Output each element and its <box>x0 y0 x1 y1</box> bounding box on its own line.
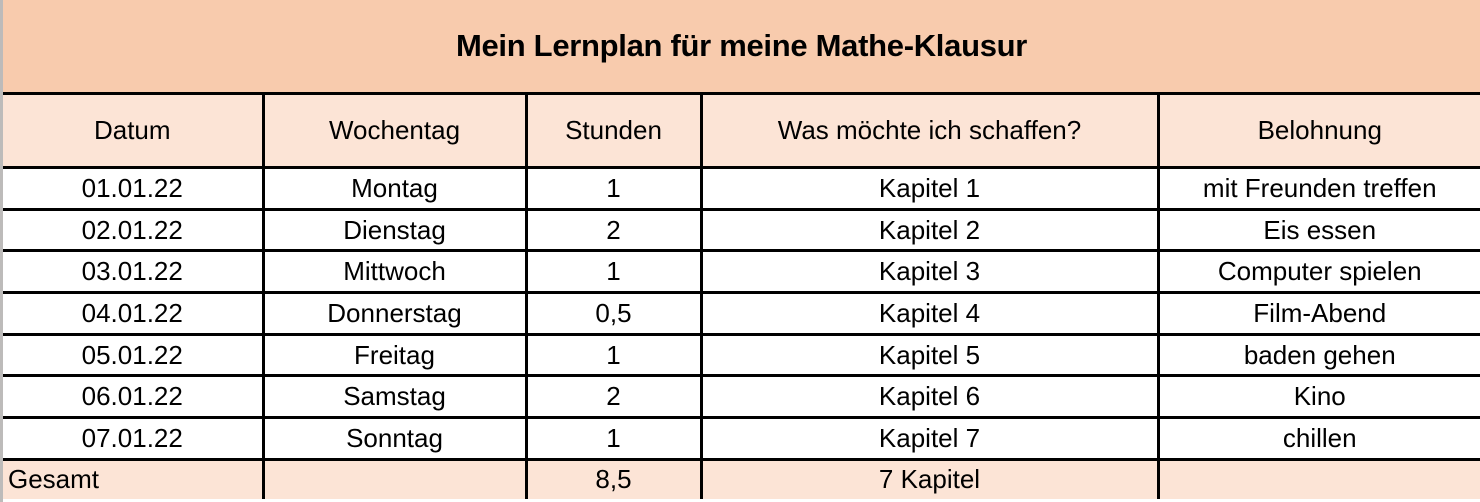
table-row: 04.01.22 Donnerstag 0,5 Kapitel 4 Film-Abend <box>3 291 1480 336</box>
cell-ziel: Kapitel 4 <box>699 291 1160 336</box>
footer-cell-wochentag <box>261 457 528 499</box>
cell-belohnung: Computer spielen <box>1156 249 1480 295</box>
cell-stunden: 1 <box>524 332 703 378</box>
cell-ziel: Kapitel 3 <box>699 249 1160 295</box>
cell-wochentag: Mittwoch <box>261 249 528 295</box>
header-row: Datum Wochentag Stunden Was möchte ich s… <box>3 92 1480 169</box>
footer-cell-ziel-total: 7 Kapitel <box>699 457 1160 499</box>
cell-ziel: Kapitel 5 <box>699 332 1160 378</box>
column-header-ziel: Was möchte ich schaffen? <box>699 92 1160 169</box>
cell-datum: 02.01.22 <box>3 207 265 253</box>
cell-belohnung: chillen <box>1156 416 1480 461</box>
cell-datum: 03.01.22 <box>3 249 265 295</box>
cell-wochentag: Montag <box>261 166 528 211</box>
table-row: 02.01.22 Dienstag 2 Kapitel 2 Eis essen <box>3 207 1480 253</box>
cell-belohnung: Film-Abend <box>1156 291 1480 336</box>
cell-wochentag: Sonntag <box>261 416 528 461</box>
column-header-stunden: Stunden <box>524 92 703 169</box>
table-row: 03.01.22 Mittwoch 1 Kapitel 3 Computer spiel… <box>3 249 1480 295</box>
title-row: Mein Lernplan für meine Mathe-Klausur <box>3 0 1480 95</box>
lernplan-table: Mein Lernplan für meine Mathe-Klausur Da… <box>3 0 1480 499</box>
cell-stunden: 2 <box>524 374 703 420</box>
table-row: 06.01.22 Samstag 2 Kapitel 6 Kino <box>3 374 1480 420</box>
table-row: 05.01.22 Freitag 1 Kapitel 5 baden gehen <box>3 332 1480 378</box>
table-row: 07.01.22 Sonntag 1 Kapitel 7 chillen <box>3 416 1480 461</box>
cell-ziel: Kapitel 7 <box>699 416 1160 461</box>
cell-wochentag: Samstag <box>261 374 528 420</box>
footer-label: Gesamt <box>3 457 265 499</box>
cell-datum: 07.01.22 <box>3 416 265 461</box>
footer-row: Gesamt 8,5 7 Kapitel <box>3 457 1480 499</box>
cell-datum: 06.01.22 <box>3 374 265 420</box>
footer-cell-belohnung <box>1156 457 1480 499</box>
cell-belohnung: Kino <box>1156 374 1480 420</box>
cell-belohnung: mit Freunden treffen <box>1156 166 1480 211</box>
column-header-wochentag: Wochentag <box>261 92 528 169</box>
cell-datum: 01.01.22 <box>3 166 265 211</box>
cell-stunden: 1 <box>524 249 703 295</box>
column-header-belohnung: Belohnung <box>1156 92 1480 169</box>
cell-stunden: 1 <box>524 416 703 461</box>
cell-belohnung: Eis essen <box>1156 207 1480 253</box>
cell-wochentag: Donnerstag <box>261 291 528 336</box>
cell-stunden: 1 <box>524 166 703 211</box>
cell-stunden: 2 <box>524 207 703 253</box>
footer-cell-stunden-total: 8,5 <box>524 457 703 499</box>
page-title: Mein Lernplan für meine Mathe-Klausur <box>3 0 1480 95</box>
cell-wochentag: Dienstag <box>261 207 528 253</box>
cell-belohnung: baden gehen <box>1156 332 1480 378</box>
cell-datum: 05.01.22 <box>3 332 265 378</box>
cell-stunden: 0,5 <box>524 291 703 336</box>
cell-wochentag: Freitag <box>261 332 528 378</box>
cell-ziel: Kapitel 2 <box>699 207 1160 253</box>
cell-datum: 04.01.22 <box>3 291 265 336</box>
cell-ziel: Kapitel 6 <box>699 374 1160 420</box>
column-header-datum: Datum <box>3 92 265 169</box>
cell-ziel: Kapitel 1 <box>699 166 1160 211</box>
lernplan-document: Mein Lernplan für meine Mathe-Klausur Da… <box>3 0 1480 502</box>
table-row: 01.01.22 Montag 1 Kapitel 1 mit Freunden tre… <box>3 166 1480 211</box>
table-body: 01.01.22 Montag 1 Kapitel 1 mit Freunden tre… <box>3 166 1480 461</box>
